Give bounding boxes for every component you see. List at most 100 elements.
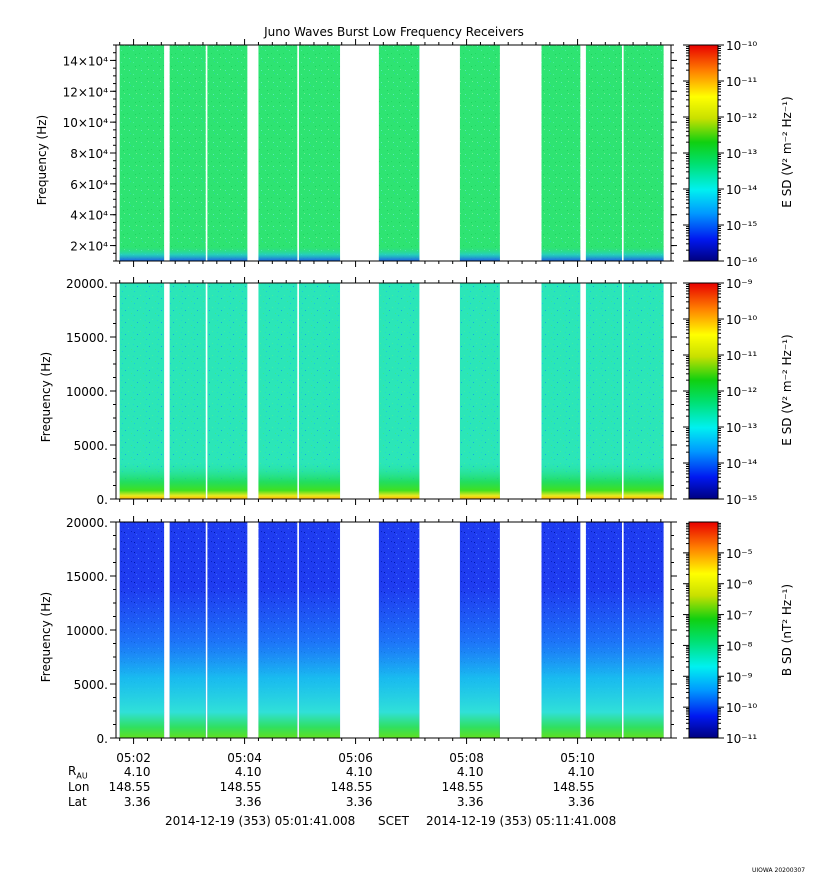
colorbar-tick-label-3-4: 10⁻⁷ xyxy=(726,609,753,623)
y-tick-label-1-5: 12×10⁴ xyxy=(63,85,109,99)
y-tick-label-1-6: 14×10⁴ xyxy=(63,54,109,68)
colorbar-tick-label-1-2: 10⁻¹⁴ xyxy=(726,183,757,197)
ephemeris-r-1: 4.10 xyxy=(235,765,262,779)
chart-title: Juno Waves Burst Low Frequency Receivers xyxy=(264,25,524,39)
ephemeris-r-2: 4.10 xyxy=(346,765,373,779)
spectrogram-gradient-1-5 xyxy=(298,45,341,261)
spectrogram-gradient-2-3 xyxy=(207,283,248,499)
y-tick-label-2-4: 20000. xyxy=(66,277,108,291)
colorbar-tick-label-2-2: 10⁻¹³ xyxy=(726,421,757,435)
colorbar-tick-label-3-0: 10⁻¹¹ xyxy=(726,732,757,746)
ephemeris-lon-4: 148.55 xyxy=(553,780,595,794)
y-axis-label-panel-1: Frequency (Hz) xyxy=(35,114,49,206)
y-axis-label-panel-3: Frequency (Hz) xyxy=(39,591,53,683)
y-tick-label-3-4: 20000. xyxy=(66,516,108,530)
colorbar-tick-label-2-3: 10⁻¹² xyxy=(726,385,757,399)
y-tick-label-3-1: 5000. xyxy=(74,678,108,692)
spectrogram-gradient-1-3 xyxy=(207,45,248,261)
watermark: UIOWA 20200307 xyxy=(752,867,806,874)
spectrogram-gradient-1-1 xyxy=(119,45,165,261)
spectrogram-gradient-3-3 xyxy=(207,522,248,738)
footer-end-time: 2014-12-19 (353) 05:11:41.008 xyxy=(426,814,617,828)
ephemeris-lon-3: 148.55 xyxy=(442,780,484,794)
y-tick-label-1-4: 10×10⁴ xyxy=(63,116,109,130)
ephemeris-r-3: 4.10 xyxy=(457,765,484,779)
ephemeris-lat-2: 3.36 xyxy=(346,795,373,809)
spectrogram-gradient-2-7 xyxy=(459,283,500,499)
footer-start-time: 2014-12-19 (353) 05:01:41.008 xyxy=(165,814,356,828)
x-tick-label-0: 05:02 xyxy=(116,751,151,765)
x-tick-label-3: 05:08 xyxy=(449,751,484,765)
spectrogram-gradient-2-9 xyxy=(585,283,622,499)
y-tick-label-3-2: 10000. xyxy=(66,624,108,638)
spectrogram-gradient-3-5 xyxy=(298,522,341,738)
colorbar-3 xyxy=(688,521,719,739)
y-tick-label-3-0: 0. xyxy=(97,732,108,746)
colorbar-label-panel-3: B SD (nT² Hz⁻¹) xyxy=(780,583,794,677)
ephemeris-label-r: RAU xyxy=(68,764,88,781)
colorbar-1 xyxy=(688,44,719,262)
colorbar-tick-label-1-3: 10⁻¹³ xyxy=(726,147,757,161)
spectrogram-gradient-2-5 xyxy=(298,283,341,499)
ephemeris-label-lat: Lat xyxy=(68,795,87,809)
y-tick-label-2-1: 5000. xyxy=(74,439,108,453)
ephemeris-lat-0: 3.36 xyxy=(124,795,151,809)
ephemeris-lon-1: 148.55 xyxy=(220,780,262,794)
spectrogram-gradient-1-2 xyxy=(169,45,206,261)
y-tick-label-1-2: 6×10⁴ xyxy=(70,178,108,192)
spectrogram-gradient-3-4 xyxy=(258,522,298,738)
colorbar-tick-label-1-4: 10⁻¹² xyxy=(726,111,757,125)
colorbar-tick-label-3-5: 10⁻⁶ xyxy=(726,578,753,592)
colorbar-tick-label-1-6: 10⁻¹⁰ xyxy=(726,39,757,53)
y-tick-label-1-0: 2×10⁴ xyxy=(70,240,108,254)
spectrogram-gradient-1-6 xyxy=(378,45,420,261)
spectrogram-gradient-1-4 xyxy=(258,45,298,261)
y-tick-label-2-3: 15000. xyxy=(66,331,108,345)
y-tick-label-2-2: 10000. xyxy=(66,385,108,399)
spectrogram-gradient-3-9 xyxy=(585,522,622,738)
spectrogram-gradient-3-2 xyxy=(169,522,206,738)
ephemeris-lat-4: 3.36 xyxy=(568,795,595,809)
colorbar-tick-label-2-0: 10⁻¹⁵ xyxy=(726,493,757,507)
colorbar-tick-label-2-4: 10⁻¹¹ xyxy=(726,349,757,363)
colorbar-tick-label-1-5: 10⁻¹¹ xyxy=(726,75,757,89)
spectrogram-gradient-2-8 xyxy=(541,283,581,499)
y-axis-label-panel-2: Frequency (Hz) xyxy=(39,351,53,443)
y-tick-label-1-3: 8×10⁴ xyxy=(70,147,108,161)
ephemeris-r-4: 4.10 xyxy=(568,765,595,779)
colorbar-tick-label-2-5: 10⁻¹⁰ xyxy=(726,313,757,327)
spectrogram-gradient-3-7 xyxy=(459,522,500,738)
ephemeris-lat-3: 3.36 xyxy=(457,795,484,809)
colorbar-tick-label-1-0: 10⁻¹⁶ xyxy=(726,255,757,269)
x-tick-label-2: 05:06 xyxy=(338,751,373,765)
spectrogram-gradient-3-10 xyxy=(623,522,664,738)
colorbar-tick-label-3-6: 10⁻⁵ xyxy=(726,547,753,561)
spectrogram-gradient-3-6 xyxy=(378,522,420,738)
colorbar-tick-label-2-6: 10⁻⁹ xyxy=(726,277,753,291)
ephemeris-r-0: 4.10 xyxy=(124,765,151,779)
spectrogram-gradient-1-9 xyxy=(585,45,622,261)
y-tick-label-2-0: 0. xyxy=(97,493,108,507)
x-tick-label-1: 05:04 xyxy=(227,751,262,765)
spectrogram-gradient-2-6 xyxy=(378,283,420,499)
y-tick-label-1-1: 4×10⁴ xyxy=(70,209,108,223)
spectrogram-gradient-1-10 xyxy=(623,45,664,261)
colorbar-tick-label-3-1: 10⁻¹⁰ xyxy=(726,701,757,715)
ephemeris-lat-1: 3.36 xyxy=(235,795,262,809)
colorbar-tick-label-3-3: 10⁻⁸ xyxy=(726,639,753,653)
spectrogram-gradient-2-2 xyxy=(169,283,206,499)
colorbar-tick-label-1-1: 10⁻¹⁵ xyxy=(726,219,757,233)
ephemeris-lon-2: 148.55 xyxy=(331,780,373,794)
ephemeris-label-lon: Lon xyxy=(68,780,90,794)
spectrogram-gradient-1-8 xyxy=(541,45,581,261)
x-tick-label-4: 05:10 xyxy=(560,751,595,765)
colorbar-label-panel-1: E SD (V² m⁻² Hz⁻¹) xyxy=(780,96,794,208)
y-tick-label-3-3: 15000. xyxy=(66,570,108,584)
spectrogram-gradient-3-1 xyxy=(119,522,165,738)
colorbar-tick-label-2-1: 10⁻¹⁴ xyxy=(726,457,757,471)
spectrogram-gradient-3-8 xyxy=(541,522,581,738)
spectrogram-gradient-2-1 xyxy=(119,283,165,499)
spectrogram-gradient-1-7 xyxy=(459,45,500,261)
colorbar-2 xyxy=(688,282,719,500)
